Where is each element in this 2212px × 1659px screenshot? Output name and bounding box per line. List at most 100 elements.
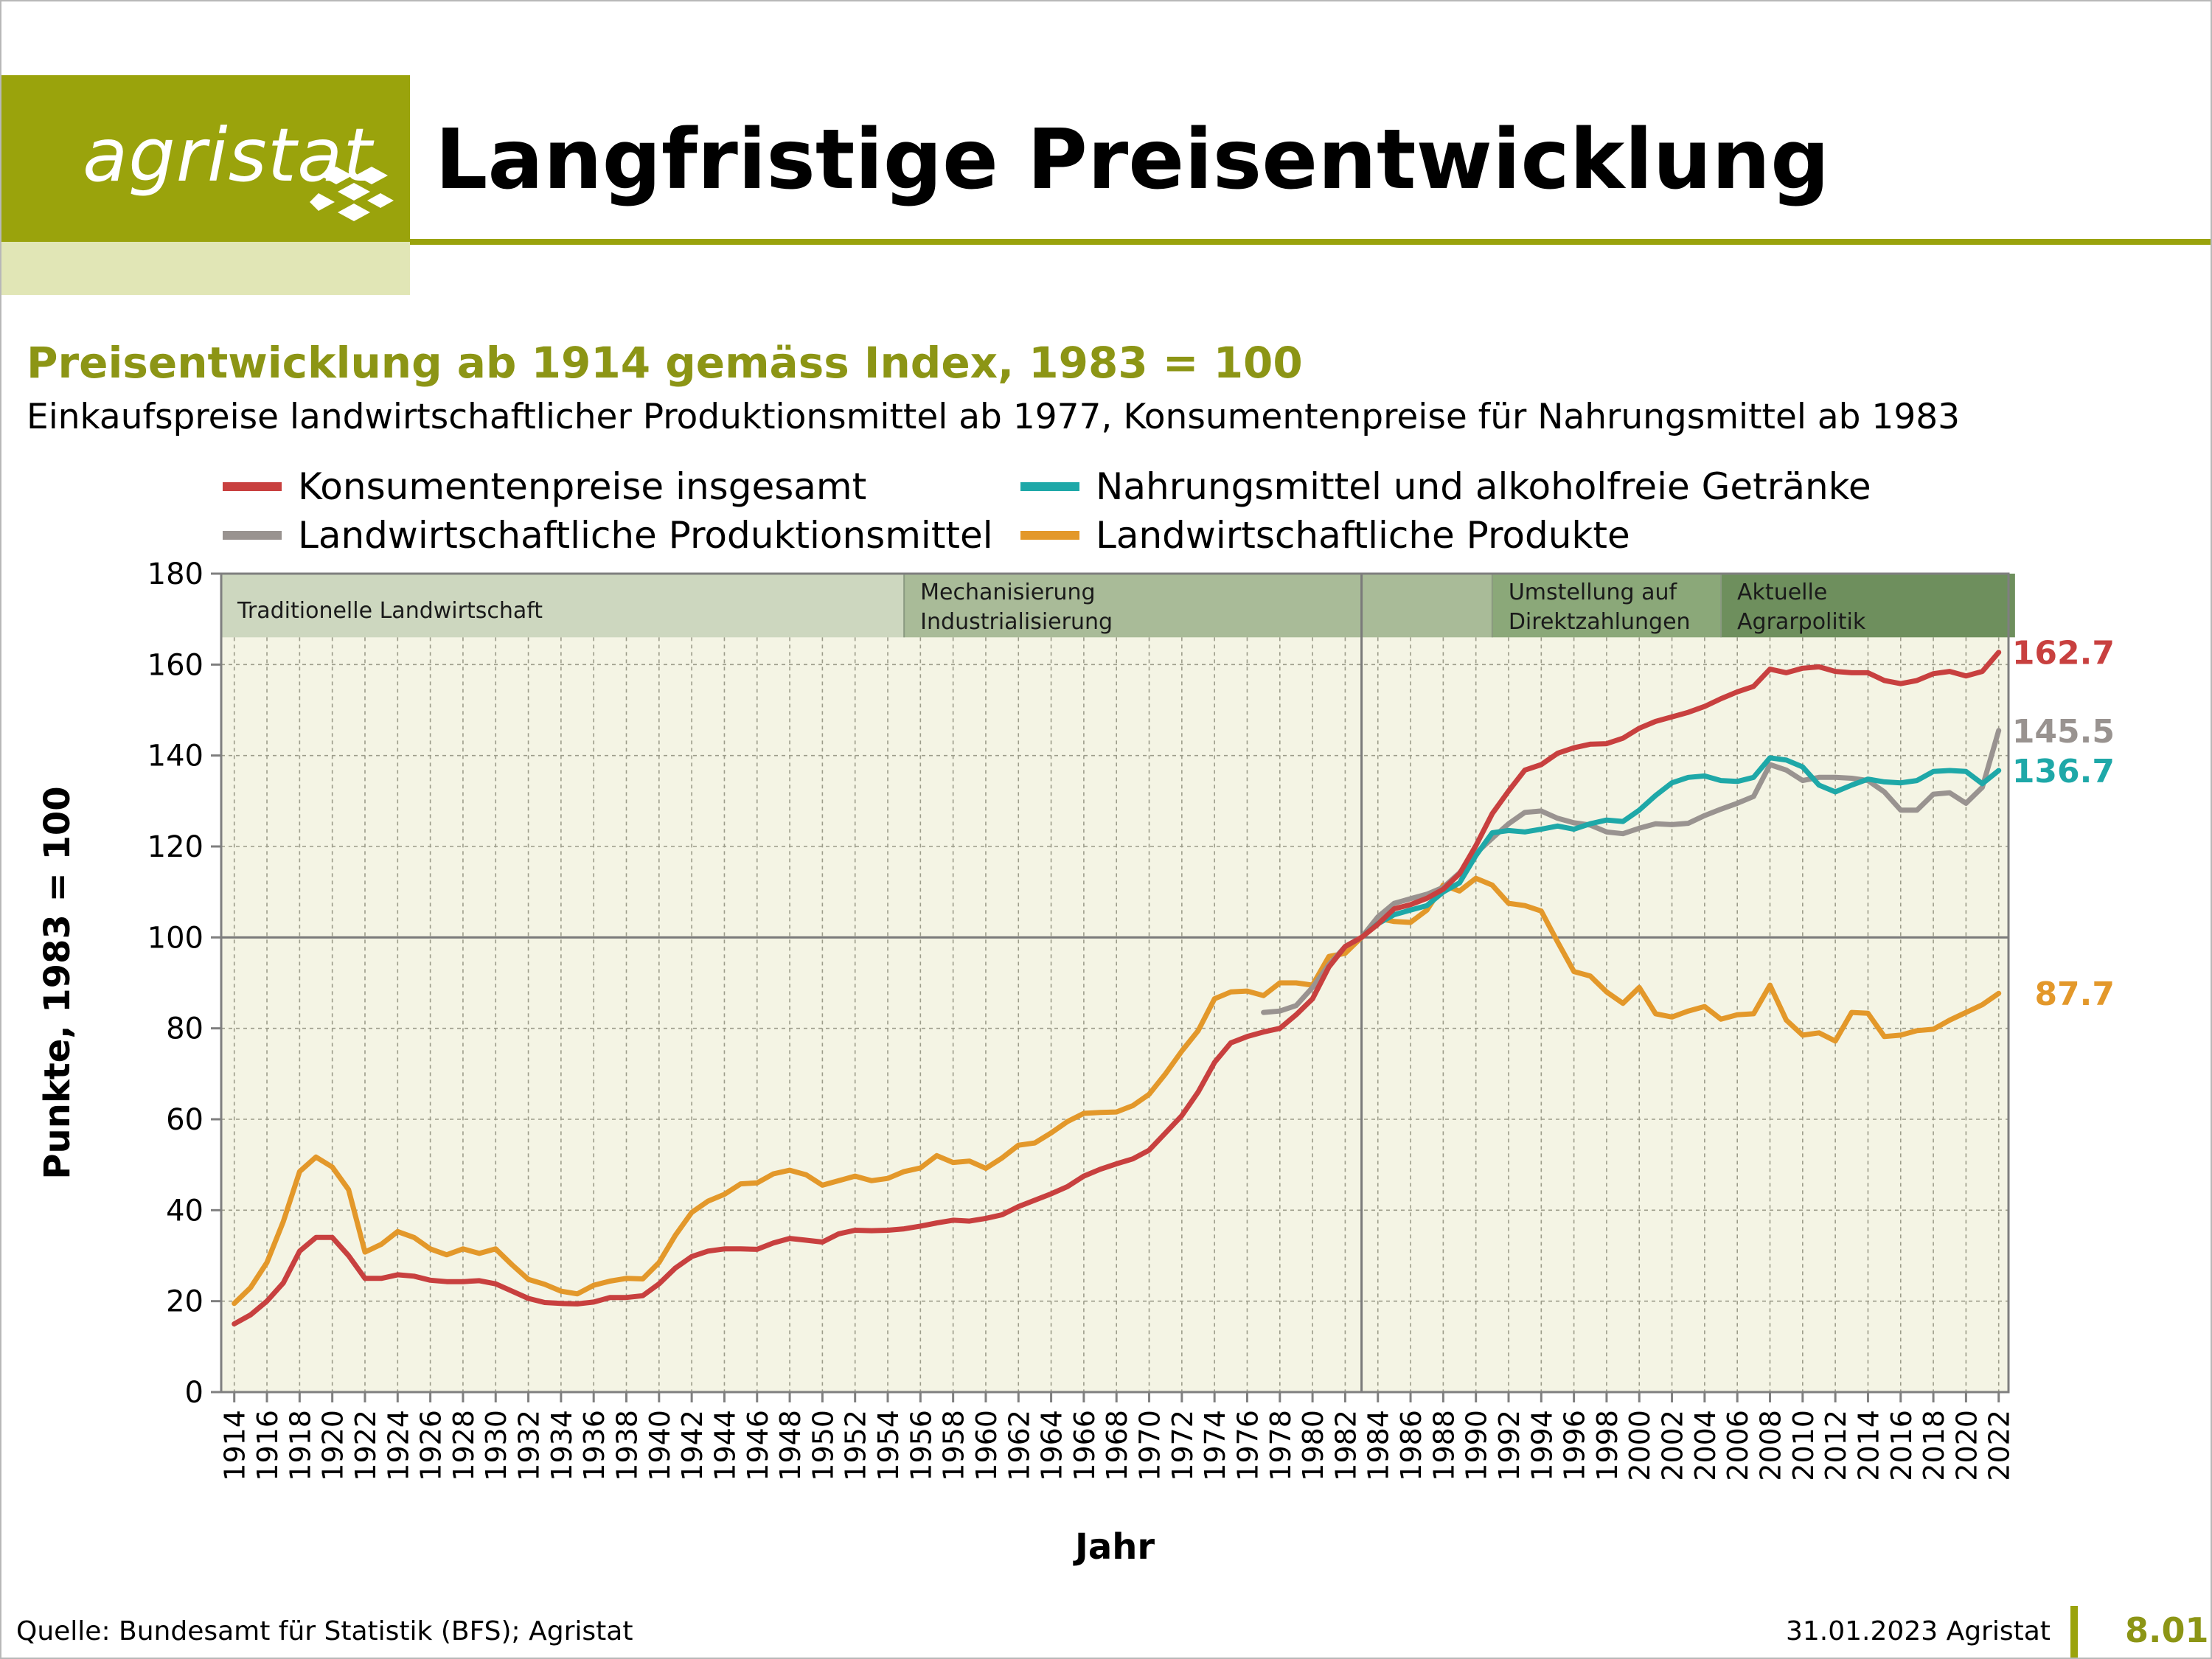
x-tick-label: 1988: [1427, 1410, 1460, 1481]
x-tick-label: 1940: [644, 1410, 676, 1481]
footer-divider: [2070, 1606, 2078, 1658]
legend-label: Konsumentenpreise insgesamt: [298, 465, 867, 508]
legend-swatch: [1020, 482, 1079, 491]
y-tick-label: 80: [166, 1012, 204, 1046]
series-line: [1261, 728, 2002, 1015]
legend-label: Nahrungsmittel und alkoholfreie Getränke: [1096, 465, 1871, 508]
x-tick-label: 1992: [1493, 1410, 1526, 1481]
x-tick-label: 1926: [415, 1410, 448, 1481]
x-tick-label: 2012: [1820, 1410, 1852, 1481]
footer-source: Quelle: Bundesamt für Statistik (BFS); A…: [16, 1616, 633, 1646]
x-tick-label: 1942: [676, 1410, 709, 1481]
period-label: Umstellung auf: [1509, 580, 1678, 605]
legend-label: Landwirtschaftliche Produktionsmittel: [298, 514, 993, 557]
period-label: Agrarpolitik: [1737, 609, 1866, 635]
x-tick-label: 1932: [513, 1410, 546, 1481]
y-tick-label: 180: [147, 557, 204, 591]
footer-date: 31.01.2023 Agristat: [1786, 1616, 2051, 1646]
series-line: [232, 650, 2002, 1326]
legend-item-produktionsmittel: Landwirtschaftliche Produktionsmittel: [223, 513, 993, 557]
period-band-group: Traditionelle Landwirtschaft Mechanisieru…: [221, 574, 2015, 638]
x-tick-label: 2002: [1657, 1410, 1689, 1481]
legend-item-nahrungsmittel: Nahrungsmittel und alkoholfreie Getränke: [1020, 465, 1871, 509]
x-tick-label: 1928: [448, 1410, 480, 1481]
y-tick-label: 100: [147, 921, 204, 955]
x-tick-label: 1978: [1265, 1410, 1297, 1481]
x-tick-label: 1944: [709, 1410, 741, 1481]
agristat-logo: agristat: [83, 112, 373, 198]
period-label: Aktuelle: [1737, 580, 1827, 605]
series-end-label: 87.7: [2034, 975, 2115, 1013]
period-label: Mechanisierung: [920, 580, 1095, 605]
x-tick-label: 1914: [219, 1410, 251, 1481]
x-tick-label: 1956: [905, 1410, 937, 1481]
grid-lines: [221, 637, 2008, 1392]
x-tick-label: 2004: [1689, 1410, 1722, 1481]
series-line: [1359, 755, 2002, 940]
x-tick-label: 1930: [480, 1410, 512, 1481]
x-tick-label: 1994: [1526, 1410, 1558, 1481]
y-tick-label: 20: [166, 1285, 204, 1319]
x-tick-label: 1958: [938, 1410, 970, 1481]
x-tick-label: 1998: [1591, 1410, 1624, 1481]
period-band: [1721, 574, 2015, 638]
legend-swatch: [223, 531, 282, 540]
y-tick-label: 60: [166, 1103, 204, 1137]
x-tick-label: 1982: [1329, 1410, 1362, 1481]
x-tick-label: 1968: [1101, 1410, 1133, 1481]
x-tick-label: 2020: [1950, 1410, 1983, 1481]
header-rule: [410, 239, 2211, 245]
legend-label: Landwirtschaftliche Produkte: [1096, 514, 1630, 557]
period-label: Traditionelle Landwirtschaft: [237, 598, 543, 624]
x-tick-label: 1924: [382, 1410, 414, 1481]
x-tick-label: 2016: [1885, 1410, 1918, 1481]
x-tick-label: 1934: [546, 1410, 578, 1481]
legend-swatch: [1020, 531, 1079, 540]
period-label: Direktzahlungen: [1509, 609, 1691, 635]
period-band: [904, 574, 1362, 638]
y-tick-label: 40: [166, 1194, 204, 1228]
y-tick-label: 0: [185, 1376, 204, 1410]
x-tick-label: 2018: [1918, 1410, 1950, 1481]
x-tick-label: 2022: [1983, 1410, 2016, 1481]
y-tick-label: 160: [147, 648, 204, 682]
x-tick-label: 1996: [1559, 1410, 1591, 1481]
x-tick-label: 1962: [1003, 1410, 1035, 1481]
x-tick-label: 2010: [1787, 1410, 1820, 1481]
x-tick-label: 1916: [251, 1410, 284, 1481]
x-tick-label: 2008: [1755, 1410, 1787, 1481]
x-tick-label: 1986: [1395, 1410, 1427, 1481]
x-tick-label: 1950: [807, 1410, 839, 1481]
page-title: Langfristige Preisentwicklung: [435, 112, 1830, 208]
y-tick-label: 140: [147, 740, 204, 773]
logo-accent-strip: [1, 242, 410, 295]
x-tick-label: 1946: [742, 1410, 774, 1481]
x-tick-label: 1938: [611, 1410, 643, 1481]
logo-diamond-icon: [310, 167, 394, 221]
legend-swatch: [223, 482, 282, 491]
x-tick-label: 1954: [872, 1410, 905, 1481]
x-tick-label: 1984: [1363, 1410, 1395, 1481]
period-band: [221, 574, 905, 638]
x-tick-label: 1990: [1461, 1410, 1493, 1481]
x-tick-label: 1920: [317, 1410, 349, 1481]
x-tick-label: 1966: [1068, 1410, 1101, 1481]
x-tick-label: 1948: [774, 1410, 807, 1481]
x-tick-label: 1974: [1199, 1410, 1231, 1481]
axes: 0 20 40 60 80 100 120 140 160 180 1914 1916 1918 1920…: [37, 557, 2016, 1568]
plot-background: [221, 574, 2008, 1392]
period-band: [1492, 574, 1722, 638]
x-tick-label: 1936: [578, 1410, 611, 1481]
chart-subtitle: Preisentwicklung ab 1914 gemäss Index, 1…: [27, 338, 1303, 388]
x-tick-label: 1972: [1166, 1410, 1199, 1481]
y-axis-title: Punkte, 1983 = 100: [37, 786, 78, 1179]
period-label: Industrialisierung: [920, 609, 1113, 635]
x-tick-label: 1960: [970, 1410, 1003, 1481]
plot-frame: [220, 572, 2010, 1394]
chart-description: Einkaufspreise landwirtschaftlicher Prod…: [27, 397, 1961, 437]
y-tick-label: 120: [147, 830, 204, 864]
x-tick-label: 2000: [1624, 1410, 1656, 1481]
period-band: [1361, 574, 1492, 638]
